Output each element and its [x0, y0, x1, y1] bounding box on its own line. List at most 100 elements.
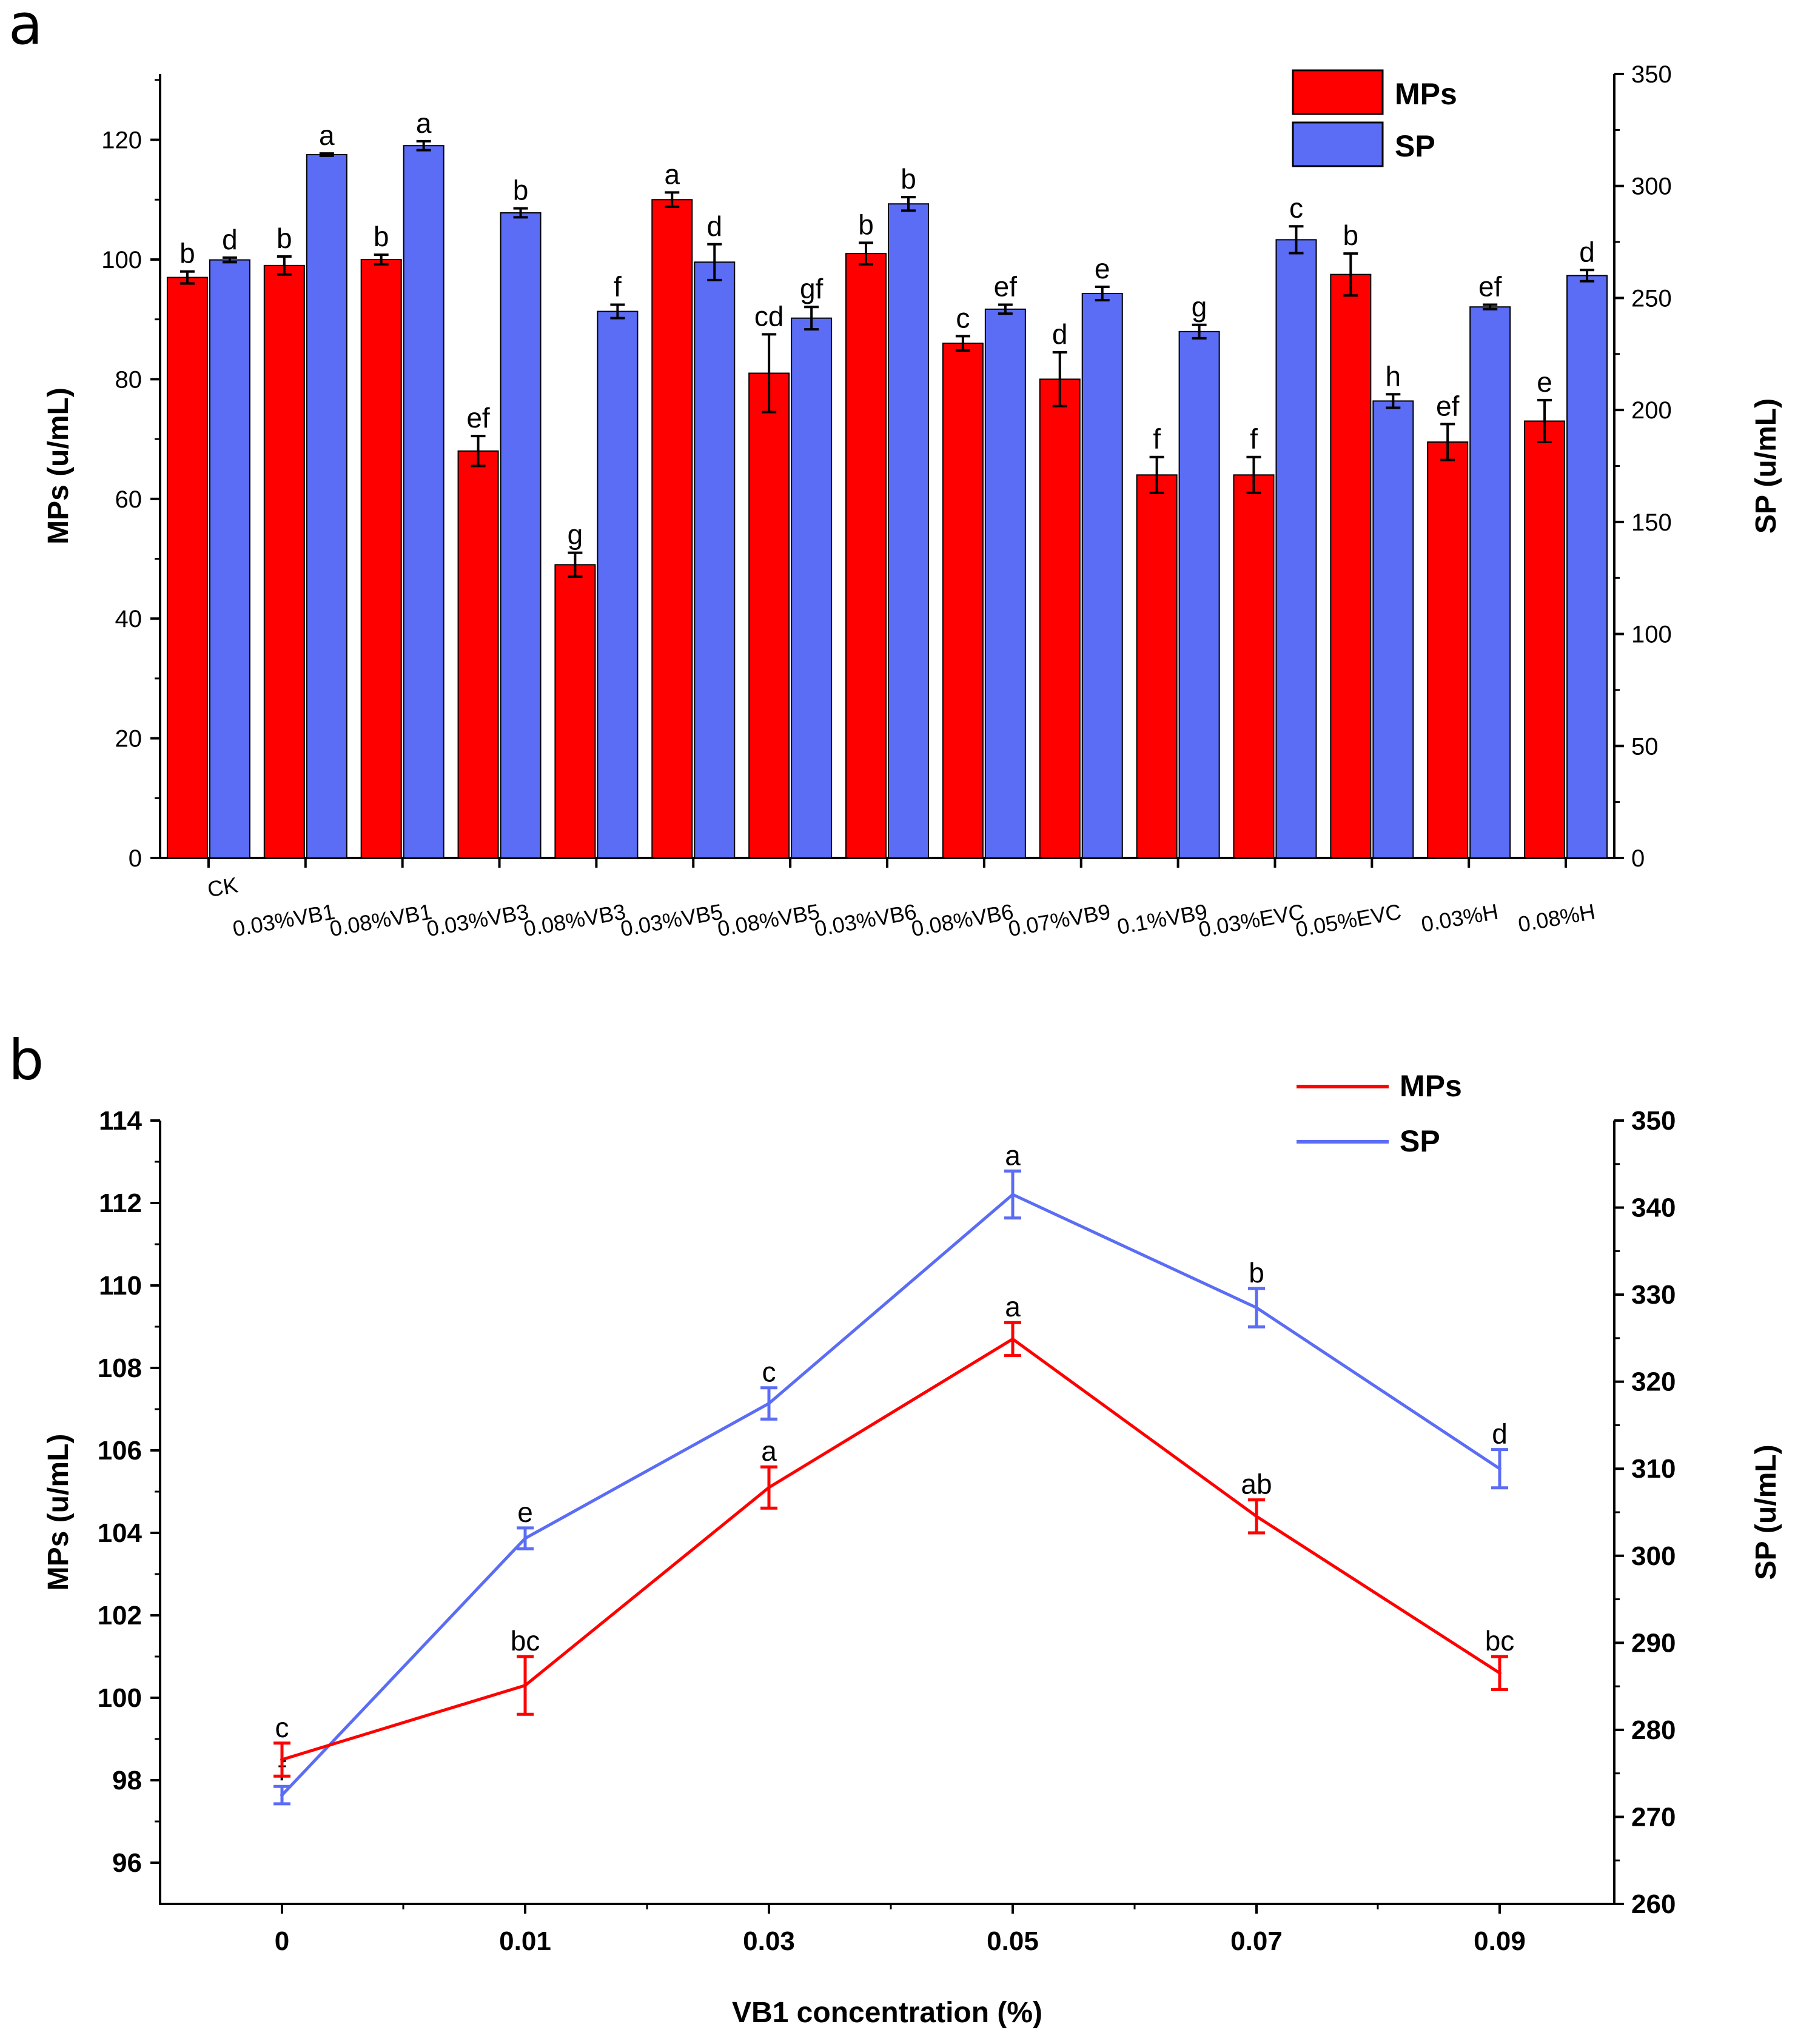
x-category-label: 0.08%VB3: [522, 899, 628, 942]
sp-bar: [888, 203, 929, 859]
sp-bar: [694, 261, 736, 859]
left-y-tick-label: 106: [98, 1436, 142, 1466]
left-y-tick-label: 100: [101, 247, 142, 273]
mps-data-point: [523, 1683, 527, 1687]
sp-significance-letter: d: [1492, 1418, 1508, 1450]
mps-bar: [748, 372, 790, 859]
mps-bar: [360, 258, 402, 859]
mps-significance-letter: a: [1005, 1291, 1021, 1322]
left-y-tick-label: 80: [115, 366, 143, 393]
left-y-axis-title: MPs (u/mL): [42, 1434, 75, 1591]
panel-a-bar-chart: a 0 20 40 60 80 100 120 0 50 100 150 200 250 300 350 MP…: [8, 0, 1782, 942]
mps-significance-letter: a: [761, 1435, 777, 1467]
mps-significance-letter: g: [568, 519, 583, 551]
mps-bar: [554, 564, 596, 859]
mps-significance-letter: f: [1250, 423, 1258, 455]
mps-bar: [651, 199, 693, 859]
mps-bar: [1330, 273, 1372, 859]
x-category-label: 0.03%H: [1419, 899, 1500, 937]
mps-data-point: [1255, 1514, 1258, 1518]
mps-data-point: [280, 1758, 284, 1761]
right-y-tick-label: 300: [1631, 1541, 1676, 1571]
sp-significance-letter: c: [1289, 192, 1303, 224]
right-y-tick-label: 280: [1631, 1715, 1676, 1745]
sp-bar: [209, 259, 250, 859]
left-y-tick-label: 110: [99, 1271, 142, 1301]
left-y-tick-label: 40: [115, 606, 143, 632]
x-category-label: 0.03%EVC: [1196, 899, 1306, 942]
mps-bar: [457, 450, 499, 859]
legend-mps-label: MPs: [1400, 1069, 1462, 1103]
mps-significance-letter: a: [664, 158, 680, 190]
x-tick-label: 0: [275, 1926, 289, 1956]
sp-bar: [1178, 330, 1220, 859]
sp-significance-letter: h: [1386, 360, 1401, 392]
sp-significance-letter: d: [222, 224, 238, 255]
x-category-label: 0.03%VB5: [619, 899, 725, 942]
x-category-label: 0.08%VB5: [716, 899, 822, 942]
x-category-label: 0.1%VB9: [1115, 899, 1209, 939]
mps-bar: [1233, 474, 1275, 859]
mps-significance-letter: bc: [511, 1625, 540, 1657]
x-category-label: 0.08%VB6: [910, 899, 1016, 942]
mps-data-point: [1498, 1671, 1501, 1675]
sp-significance-letter: gf: [800, 273, 824, 304]
mps-significance-letter: c: [956, 302, 970, 333]
panel-b-letter: b: [8, 1028, 44, 1093]
mps-significance-letter: b: [858, 209, 874, 240]
right-y-tick-label: 250: [1631, 285, 1672, 312]
sp-significance-letter: e: [1095, 253, 1110, 284]
mps-bar: [1039, 378, 1081, 859]
sp-significance-letter: g: [1192, 291, 1207, 323]
right-y-axis-title: SP (u/mL): [1750, 1444, 1782, 1580]
right-y-tick-label: 330: [1631, 1280, 1676, 1310]
left-y-tick-label: 102: [98, 1601, 142, 1630]
mps-significance-letter: f: [1153, 423, 1161, 455]
right-y-tick-label: 340: [1631, 1193, 1676, 1223]
left-y-tick-label: 96: [112, 1848, 142, 1878]
sp-significance-letter: b: [901, 163, 916, 195]
sp-bar: [403, 145, 445, 859]
sp-significance-letter: ef: [1478, 271, 1502, 303]
sp-significance-letter: b: [513, 175, 529, 206]
mps-bar: [1427, 441, 1469, 859]
x-category-label: 0.05%EVC: [1293, 899, 1403, 942]
sp-significance-letter: c: [762, 1356, 776, 1388]
left-y-tick-label: 20: [115, 726, 143, 752]
x-category-label: 0.03%VB6: [813, 899, 919, 942]
left-y-tick-label: 120: [101, 127, 142, 154]
x-category-label: 0.03%VB1: [231, 899, 337, 942]
x-category-label: CK: [206, 873, 240, 902]
legend-mps-swatch: [1292, 69, 1384, 115]
mps-bar: [845, 253, 887, 859]
sp-data-point: [1011, 1193, 1015, 1197]
panel-a-letter: a: [8, 0, 42, 57]
right-y-tick-label: 100: [1631, 622, 1672, 648]
right-y-tick-label: 200: [1631, 397, 1672, 424]
mps-bar: [1524, 420, 1566, 859]
sp-bar: [500, 212, 542, 859]
sp-bar: [1469, 306, 1511, 859]
right-y-tick-label: 320: [1631, 1367, 1676, 1397]
left-y-tick-label: 98: [112, 1766, 142, 1795]
sp-significance-letter: b: [1249, 1257, 1264, 1288]
mps-significance-letter: ef: [466, 402, 490, 434]
legend-sp-label: SP: [1400, 1124, 1440, 1158]
right-y-tick-label: 300: [1631, 173, 1672, 200]
sp-bar: [597, 310, 639, 859]
mps-significance-letter: b: [277, 223, 292, 254]
right-y-axis-title: SP (u/mL): [1750, 398, 1782, 534]
sp-bar: [791, 317, 833, 859]
panel-b-plot-area: 96 98 100 102 104 106 108 110 112 114 260 270 280 290…: [42, 1069, 1782, 2029]
x-axis-title: VB1 concentration (%): [732, 1997, 1042, 2029]
legend-sp-swatch: [1292, 121, 1384, 167]
sp-significance-letter: a: [319, 119, 335, 151]
sp-data-point: [1498, 1467, 1501, 1471]
sp-significance-letter: a: [416, 107, 432, 139]
x-tick-label: 0.03: [743, 1926, 795, 1956]
sp-series-line: [281, 1193, 1501, 1797]
sp-significance-letter: e: [517, 1496, 533, 1528]
mps-data-point: [1011, 1337, 1015, 1341]
sp-bar: [984, 308, 1026, 859]
